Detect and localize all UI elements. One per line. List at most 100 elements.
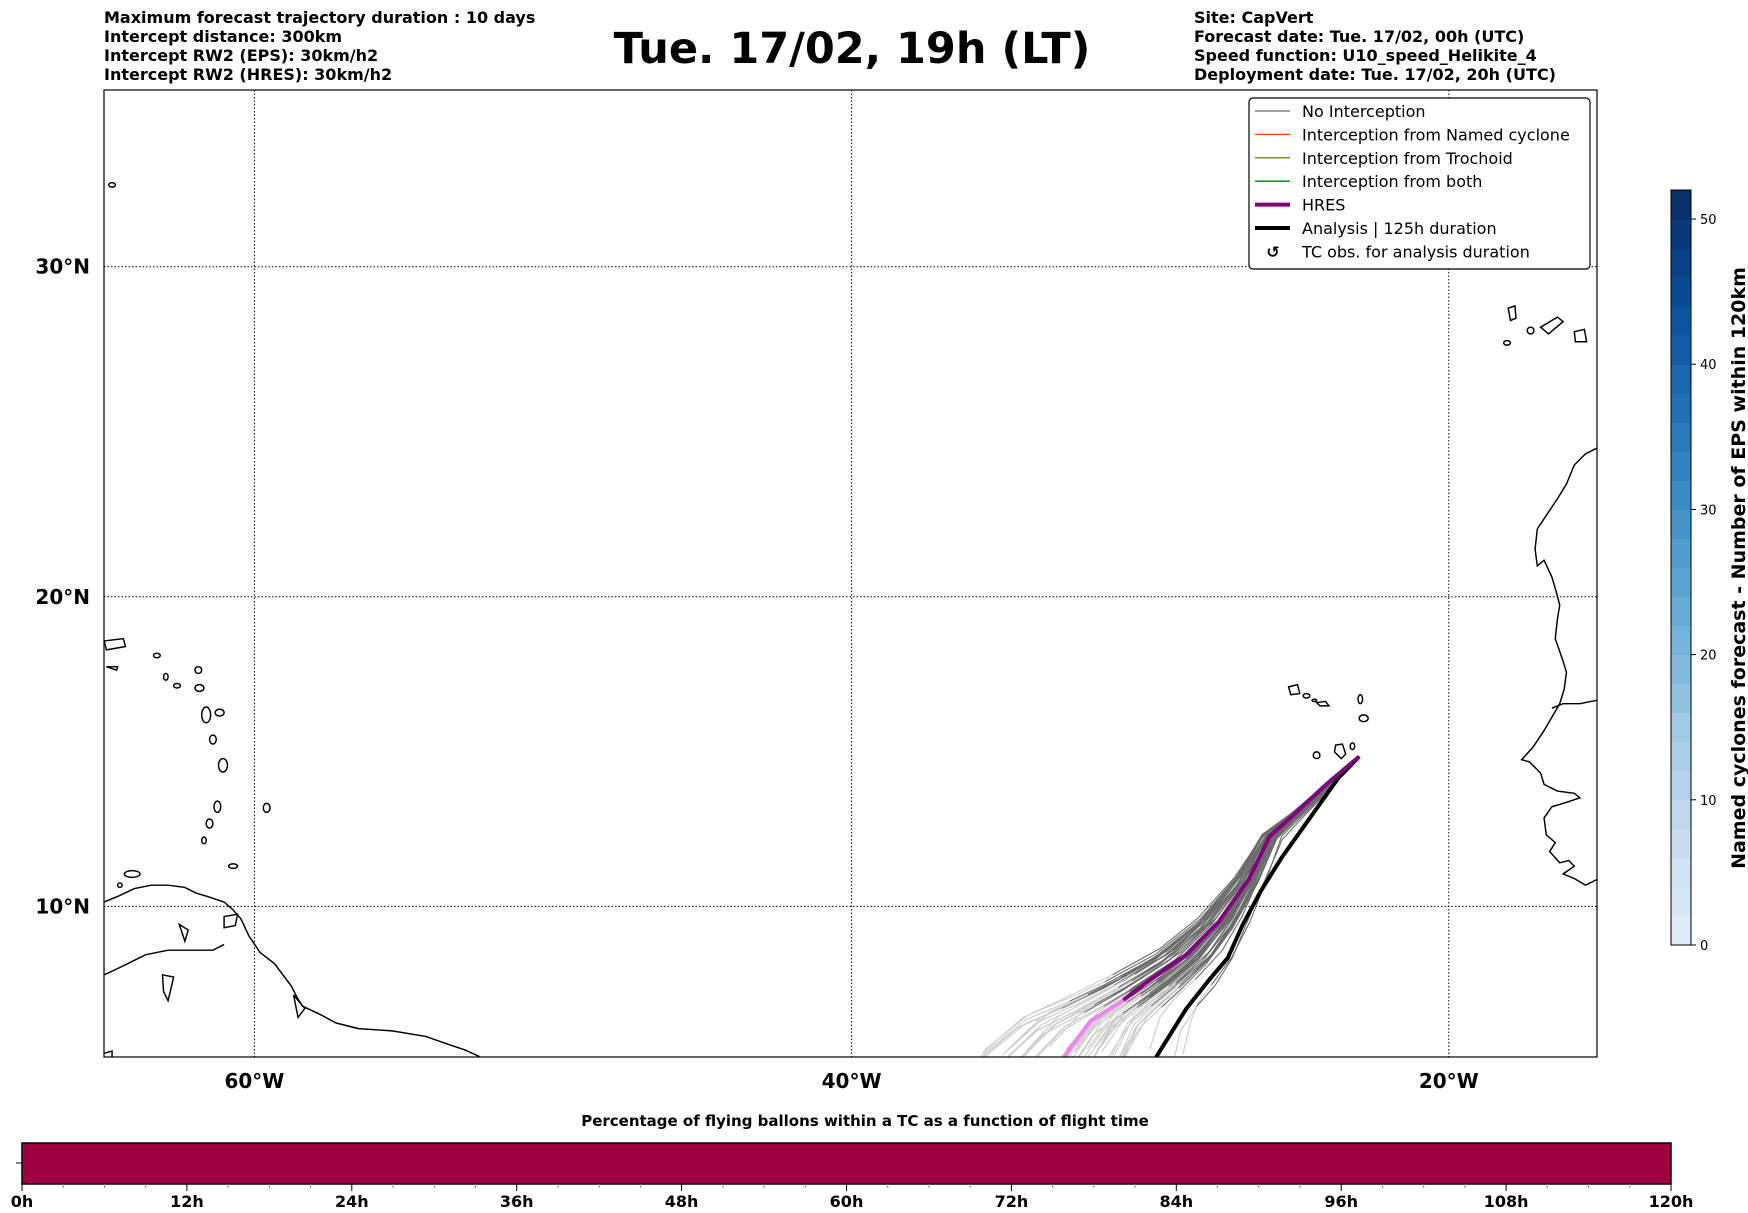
colorbar-bin <box>1671 683 1691 714</box>
colorbar-frame <box>1670 189 1692 946</box>
eps-trajectory-late <box>1174 1005 1198 1057</box>
africa-coast <box>1520 447 1597 887</box>
africa-coast-gambia <box>1551 699 1597 709</box>
header-right-line: Speed function: U10_speed_Helikite_4 <box>1194 46 1537 65</box>
south-america-coast-west <box>104 943 225 976</box>
bar-chart-title: Percentage of flying ballons within a TC… <box>581 1112 1149 1130</box>
colorbar-bin <box>1671 248 1691 278</box>
bar-fill <box>22 1143 1671 1184</box>
lesser-antilles <box>107 181 271 889</box>
colorbar-label: Named cyclones forecast - Number of EPS … <box>1728 267 1748 869</box>
colorbar-tick-label: 20 <box>1700 649 1717 664</box>
colorbar-tick-label: 0 <box>1700 939 1708 954</box>
colorbar-bin <box>1671 567 1691 598</box>
header-left-line: Intercept RW2 (HRES): 30km/h2 <box>104 65 392 84</box>
header-right-line: Deployment date: Tue. 17/02, 20h (UTC) <box>1194 65 1556 84</box>
legend-label: HRES <box>1302 196 1345 215</box>
eps-trajectory <box>1136 756 1360 1008</box>
eps-trajectory-late <box>1036 1005 1105 1057</box>
map-plot: 60°W 40°W 20°W 30°N 20°N 10°N No Interceptio… <box>35 89 1598 1093</box>
colorbar-bin <box>1671 799 1691 830</box>
colorbar: 0 10 20 30 40 50 Named cyclones forecast - Nu… <box>1670 189 1748 954</box>
colorbar-bin <box>1671 393 1691 423</box>
colorbar-bin <box>1671 741 1691 772</box>
x-tick-label: 20°W <box>1419 1069 1479 1093</box>
bar-x-tick-label: 60h <box>830 1192 864 1211</box>
eps-trajectory-late <box>1121 987 1180 1057</box>
colorbar-bin <box>1671 306 1691 336</box>
eps-trajectory-late <box>982 974 1113 1054</box>
eps-trajectory-late <box>1182 984 1212 1055</box>
analysis-track <box>1154 755 1361 1057</box>
eps-trajectory-late <box>1026 973 1136 1051</box>
bar-x-tick-label: 36h <box>500 1192 534 1211</box>
colorbar-tick-label: 30 <box>1700 503 1717 518</box>
eps-trajectory-late <box>1012 993 1089 1046</box>
colorbar-bin <box>1671 538 1691 568</box>
colorbar-tick-label: 40 <box>1700 358 1717 373</box>
legend-item: No Interception <box>1255 102 1426 121</box>
legend-item: Interception from Named cyclone <box>1255 125 1570 144</box>
legend-item: Interception from Trochoid <box>1255 149 1513 168</box>
header-right: Site: CapVert Forecast date: Tue. 17/02,… <box>1194 8 1556 84</box>
main-tracks <box>1062 754 1361 1057</box>
flight-time-bar-chart: Percentage of flying ballons within a TC… <box>11 1112 1694 1211</box>
y-tick-labels: 30°N 20°N 10°N <box>35 255 90 919</box>
colorbar-bin <box>1671 509 1691 539</box>
colorbar-bin <box>1671 712 1691 743</box>
legend-label: TC obs. for analysis duration <box>1301 242 1530 261</box>
x-tick-labels: 60°W 40°W 20°W <box>224 1069 1478 1093</box>
legend-item: Interception from both <box>1255 172 1482 191</box>
y-tick-label: 20°N <box>35 585 90 609</box>
hres-track <box>1122 754 1361 1002</box>
eps-trajectory-late <box>1093 1005 1140 1057</box>
colorbar-bin <box>1671 886 1691 917</box>
bar-x-tick-label: 12h <box>170 1192 204 1211</box>
eps-trajectory-late <box>1093 995 1142 1049</box>
colorbar-bin <box>1671 596 1691 627</box>
colorbar-bin <box>1671 277 1691 307</box>
bar-x-tick-label: 48h <box>665 1192 699 1211</box>
colorbar-bin <box>1671 451 1691 481</box>
colorbar-bin <box>1671 364 1691 394</box>
header-right-line: Site: CapVert <box>1194 8 1314 27</box>
legend-box <box>1248 97 1591 270</box>
legend-item: Analysis | 125h duration <box>1255 219 1497 238</box>
header-left-line: Intercept RW2 (EPS): 30km/h2 <box>104 46 378 65</box>
legend-item: ↺ TC obs. for analysis duration <box>1266 242 1530 261</box>
eps-trajectory-late <box>1083 1003 1139 1057</box>
chart-title: Tue. 17/02, 19h (LT) <box>614 24 1091 74</box>
eps-trajectory-late <box>1086 993 1141 1050</box>
colorbar-bin <box>1671 770 1691 801</box>
bar-x-tick-label: 108h <box>1484 1192 1529 1211</box>
header-left-line: Maximum forecast trajectory duration : 1… <box>104 8 535 27</box>
map-frame <box>103 89 1598 1058</box>
colorbar-bin <box>1671 335 1691 365</box>
header-left-line: Intercept distance: 300km <box>104 27 342 46</box>
legend-label: Analysis | 125h duration <box>1302 219 1497 238</box>
header-right-line: Forecast date: Tue. 17/02, 00h (UTC) <box>1194 27 1524 46</box>
eps-trajectory-late <box>1020 1004 1095 1057</box>
colorbar-bin <box>1671 828 1691 859</box>
header-left: Maximum forecast trajectory duration : 1… <box>104 8 535 84</box>
eps-trajectory-late <box>1072 982 1160 1057</box>
coastlines <box>104 181 1597 1057</box>
caribbean-coast-small <box>104 922 306 1057</box>
eps-trajectory-late <box>1113 996 1160 1057</box>
bar-x-tick-label: 84h <box>1159 1192 1193 1211</box>
colorbar-bin <box>1671 915 1691 946</box>
colorbar-bin <box>1671 857 1691 888</box>
eps-trajectory-late <box>1118 983 1181 1057</box>
eps-trajectory-late <box>1077 1012 1124 1057</box>
colorbar-bin <box>1671 480 1691 510</box>
legend-label: Interception from Trochoid <box>1302 149 1513 168</box>
eps-trajectory-late <box>1087 1006 1138 1057</box>
puerto-rico <box>104 637 127 671</box>
hres-track-late <box>1062 998 1125 1057</box>
x-tick-label: 40°W <box>822 1069 882 1093</box>
colorbar-bin <box>1671 190 1691 220</box>
y-tick-label: 30°N <box>35 255 90 279</box>
eps-trajectory-late <box>1034 989 1130 1057</box>
eps-trajectory <box>1178 756 1360 989</box>
eps-trajectory-late <box>1111 982 1177 1056</box>
